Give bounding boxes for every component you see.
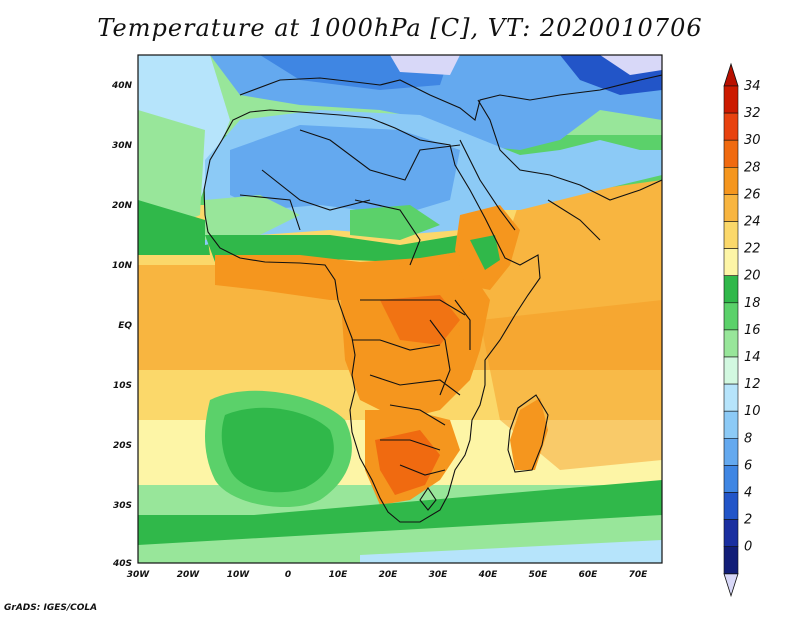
lon-label: 50E xyxy=(529,570,549,580)
colorbar-level-label: 12 xyxy=(744,377,761,392)
lat-label: 40N xyxy=(111,81,133,91)
lat-label: 10N xyxy=(112,261,133,271)
lat-tick-labels: 40N 30N 20N 10N EQ 10S 20S 30S 40S xyxy=(111,81,133,569)
colorbar-swatch xyxy=(723,383,739,412)
colorbar-level-label: 6 xyxy=(744,458,752,473)
colorbar-level-label: 26 xyxy=(744,187,761,202)
colorbar-level-label: 2 xyxy=(744,513,752,528)
colorbar-swatch xyxy=(723,546,739,575)
footer-credit: GrADS: IGES/COLA xyxy=(4,603,98,613)
colorbar-top-arrow xyxy=(723,62,739,87)
colorbar-level-label: 16 xyxy=(744,323,761,338)
colorbar-level-label: 22 xyxy=(744,242,761,257)
colorbar-bottom-arrow xyxy=(723,573,739,598)
colorbar-swatch xyxy=(723,221,739,249)
lat-label: 10S xyxy=(113,381,132,391)
colorbar-swatch xyxy=(723,139,739,168)
lon-label: 10E xyxy=(329,570,349,580)
lat-label: EQ xyxy=(118,321,132,331)
colorbar-level-label: 14 xyxy=(744,350,761,365)
colorbar-level-label: 8 xyxy=(744,431,752,446)
colorbar-swatch xyxy=(723,302,739,331)
colorbar-swatch xyxy=(723,167,739,195)
colorbar-swatch xyxy=(723,465,739,493)
colorbar-swatch xyxy=(723,248,739,277)
lon-tick-labels: 30W 20W 10W 0 10E 20E 30E 40E 50E 60E 70… xyxy=(127,570,648,580)
colorbar-level-label: 32 xyxy=(744,106,761,121)
colorbar-swatch xyxy=(723,194,739,222)
lat-label: 20N xyxy=(112,201,133,211)
lon-label: 30E xyxy=(429,570,449,580)
colorbar-level-label: 24 xyxy=(744,215,761,230)
colorbar-level-label: 10 xyxy=(744,404,761,419)
lat-label: 40S xyxy=(112,559,132,569)
lat-label: 30N xyxy=(112,141,133,151)
colorbar-swatch xyxy=(723,329,739,358)
lon-label: 20E xyxy=(379,570,399,580)
lon-label: 0 xyxy=(285,570,291,580)
colorbar-level-label: 28 xyxy=(744,160,761,175)
colorbar-level-label: 30 xyxy=(744,133,761,148)
colorbar-level-label: 18 xyxy=(744,296,761,311)
colorbar-swatch xyxy=(723,492,739,520)
colorbar-level-label: 20 xyxy=(744,269,761,284)
lon-label: 10W xyxy=(227,570,251,580)
colorbar-swatch xyxy=(723,275,739,304)
colorbar-swatch xyxy=(723,519,739,547)
colorbar-swatch xyxy=(723,356,739,385)
colorbar-swatch xyxy=(723,112,739,141)
colorbar-swatch xyxy=(723,85,739,114)
lat-label: 30S xyxy=(113,501,132,511)
lon-label: 30W xyxy=(127,570,151,580)
colorbar-level-label: 4 xyxy=(744,486,752,501)
colorbar-level-label: 0 xyxy=(744,540,752,555)
lon-label: 70E xyxy=(629,570,649,580)
colorbar-swatch xyxy=(723,437,739,466)
colorbar-swatch xyxy=(723,410,739,439)
lat-label: 20S xyxy=(113,441,132,451)
lon-label: 40E xyxy=(478,570,499,580)
lon-label: 60E xyxy=(579,570,599,580)
lon-label: 20W xyxy=(177,570,201,580)
map-title: Temperature at 1000hPa [C], VT: 20200107… xyxy=(97,14,703,42)
colorbar-level-label: 34 xyxy=(744,79,761,94)
